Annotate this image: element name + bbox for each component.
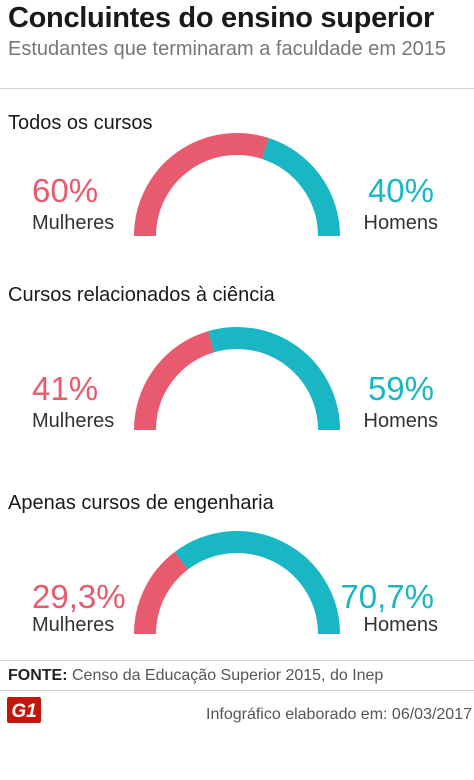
women-label: Mulheres	[32, 410, 115, 432]
section-title: Apenas cursos de engenharia	[8, 492, 274, 514]
women-percent: 60%	[32, 172, 99, 209]
divider	[0, 690, 474, 691]
women-percent: 29,3%	[32, 578, 126, 615]
divider	[0, 88, 474, 89]
women-arc	[134, 552, 189, 635]
section-title: Cursos relacionados à ciência	[8, 284, 275, 306]
section-title: Todos os cursos	[8, 112, 153, 134]
chart-subtitle: Estudantes que terminaram a faculdade em…	[8, 38, 447, 60]
men-arc	[174, 531, 340, 635]
g1-logo: G1	[7, 697, 41, 723]
men-percent: 70,7%	[340, 578, 434, 615]
women-label: Mulheres	[32, 614, 115, 636]
source-text: Censo da Educação Superior 2015, do Inep	[67, 667, 384, 684]
men-label: Homens	[363, 410, 438, 432]
chart-title: Concluintes do ensino superior	[8, 2, 435, 34]
source-note: FONTE: Censo da Educação Superior 2015, …	[8, 667, 383, 685]
half-donut-gauge	[134, 133, 340, 237]
men-arc	[208, 327, 340, 431]
men-percent: 59%	[367, 370, 434, 407]
divider	[0, 660, 474, 661]
women-arc	[134, 331, 215, 431]
men-label: Homens	[363, 212, 438, 234]
source-label: FONTE:	[8, 667, 68, 684]
half-donut-gauge	[134, 327, 340, 431]
credit-note: Infográfico elaborado em: 06/03/2017	[206, 706, 472, 723]
gauge-section-all-courses: Todos os cursos 60% Mulheres 40% Homens	[0, 112, 474, 312]
gauge-section-engineering-courses: Apenas cursos de engenharia 29,3% Mulher…	[0, 492, 474, 692]
women-label: Mulheres	[32, 212, 115, 234]
women-arc	[134, 133, 269, 237]
women-percent: 41%	[32, 370, 99, 407]
logo-text: G1	[11, 701, 36, 722]
half-donut-gauge	[134, 531, 340, 635]
men-label: Homens	[363, 614, 438, 636]
men-arc	[261, 138, 340, 237]
men-percent: 40%	[367, 172, 434, 209]
gauge-section-science-courses: Cursos relacionados à ciência 41% Mulher…	[0, 284, 474, 484]
